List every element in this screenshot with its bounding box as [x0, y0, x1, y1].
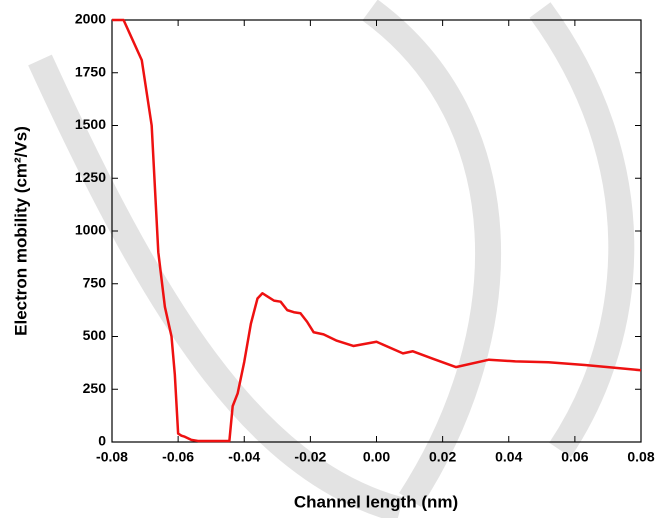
y-tick-label: 250	[83, 380, 107, 396]
x-tick-label: 0.08	[627, 449, 654, 465]
x-tick-label: 0.06	[561, 449, 588, 465]
y-tick-label: 1750	[75, 63, 106, 79]
x-tick-label: 0.02	[429, 449, 456, 465]
plot-frame	[111, 19, 642, 443]
x-tick-label: 0.04	[495, 449, 522, 465]
line-series	[112, 18, 642, 443]
y-tick-label: 1500	[75, 116, 106, 132]
x-tick-label: -0.04	[228, 449, 260, 465]
x-axis-title: Channel length (nm)	[294, 492, 458, 511]
y-tick-label: 750	[83, 274, 107, 290]
y-axis-title: Electron mobility (cm²/Vs)	[11, 126, 30, 336]
y-tick-label: 500	[83, 327, 107, 343]
x-tick-label: -0.06	[162, 449, 194, 465]
y-tick-label: 1000	[75, 222, 106, 238]
y-tick-label: 1250	[75, 169, 106, 185]
watermark	[28, 0, 635, 518]
x-tick-label: 0.00	[363, 449, 390, 465]
y-tick-label: 2000	[75, 11, 106, 27]
x-tick-label: -0.02	[294, 449, 326, 465]
y-tick-label: 0	[98, 433, 106, 449]
x-tick-label: -0.08	[96, 449, 128, 465]
